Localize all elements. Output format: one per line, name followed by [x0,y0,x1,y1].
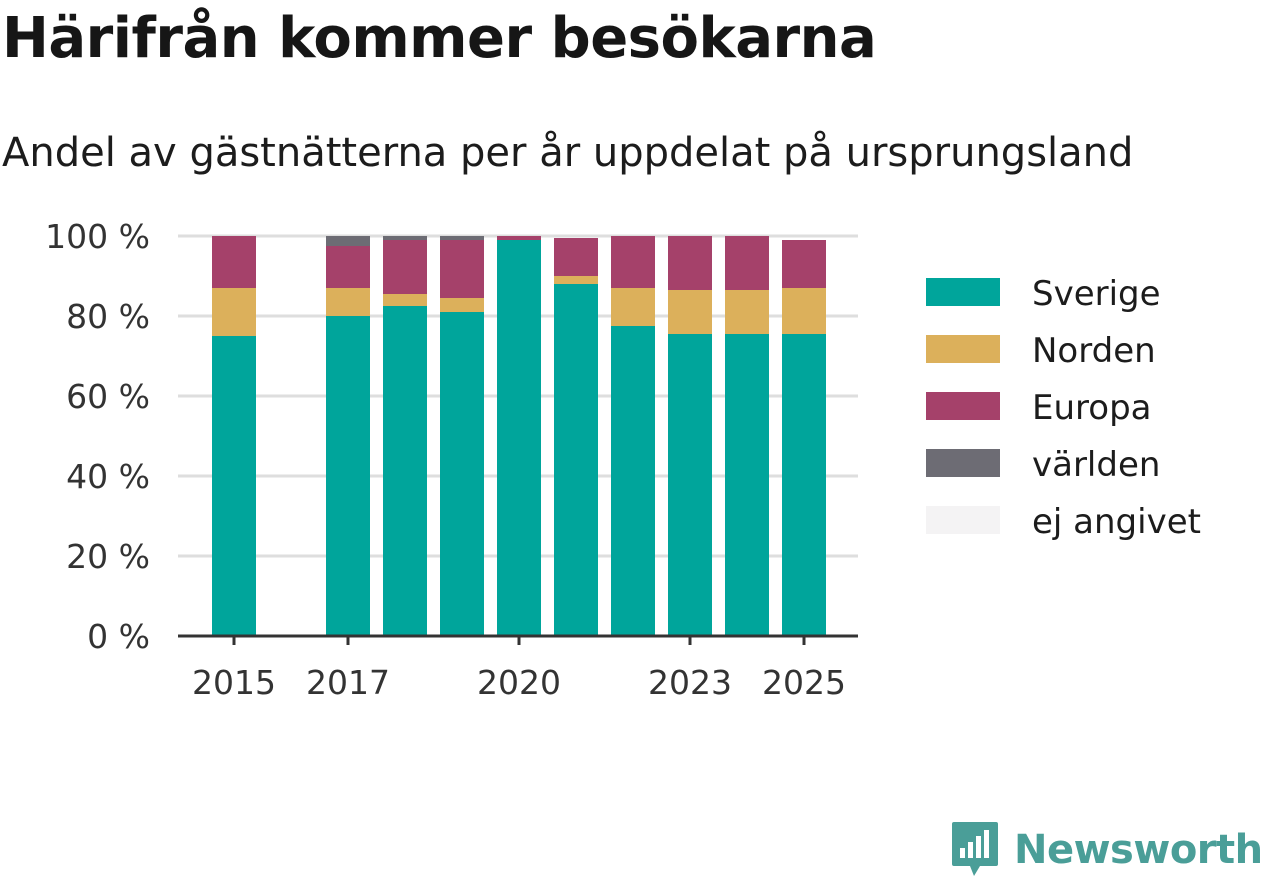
legend-swatch [926,335,1000,363]
bar-segment-norden-2022 [611,288,655,326]
legend: Sverige Norden Europa världen ej angivet [926,274,1201,542]
bar-segment-europa-2018 [383,240,427,294]
bars [212,236,826,636]
bar-segment-europa-2023 [668,236,712,290]
legend-label: världen [1032,445,1160,485]
bar-segment-världen-2018 [383,236,427,240]
bar-segment-europa-2025 [782,240,826,288]
legend-swatch [926,506,1000,534]
y-tick-label: 60 % [66,377,150,416]
bar-segment-sverige-2018 [383,306,427,636]
legend-label: Norden [1032,331,1156,371]
x-tick-label: 2020 [477,663,561,702]
legend-swatch [926,449,1000,477]
y-axis-ticks: 0 % 20 % 40 % 60 % 80 % 100 % [45,217,150,656]
bar-segment-sverige-2023 [668,334,712,636]
bar-segment-norden-2024 [725,290,769,334]
bar-segment-europa-2021 [554,238,598,276]
y-tick-label: 80 % [66,297,150,336]
bar-segment-europa-2015 [212,236,256,288]
chart-subtitle: Andel av gästnätterna per år uppdelat på… [2,130,1134,176]
legend-swatch [926,392,1000,420]
bar-segment-sverige-2015 [212,336,256,636]
bar-segment-sverige-2024 [725,334,769,636]
bar-segment-europa-2019 [440,240,484,298]
bar-segment-norden-2023 [668,290,712,334]
x-tick-label: 2025 [762,663,846,702]
bar-segment-europa-2017 [326,246,370,288]
bar-segment-sverige-2021 [554,284,598,636]
legend-label: Sverige [1032,274,1161,314]
bar-segment-europa-2024 [725,236,769,290]
chart-title: Härifrån kommer besökarna [2,6,877,71]
x-tick-label: 2017 [306,663,390,702]
bar-segment-världen-2019 [440,236,484,240]
bar-segment-norden-2015 [212,288,256,336]
bar-segment-norden-2019 [440,298,484,312]
bar-segment-europa-2022 [611,236,655,288]
legend-label: ej angivet [1032,502,1201,542]
legend-label: Europa [1032,388,1151,428]
x-axis-ticks: 2015 2017 2020 2023 2025 [192,636,846,702]
bar-segment-norden-2017 [326,288,370,316]
bar-segment-sverige-2019 [440,312,484,636]
newsworthy-logo-icon [952,822,998,876]
logo-text: Newsworthy [1014,827,1262,873]
bar-segment-sverige-2020 [497,240,541,636]
legend-swatch [926,278,1000,306]
x-tick-label: 2023 [648,663,732,702]
y-tick-label: 20 % [66,537,150,576]
bar-segment-europa-2020 [497,236,541,240]
y-tick-label: 100 % [45,217,150,256]
y-tick-label: 0 % [87,617,150,656]
bar-segment-sverige-2017 [326,316,370,636]
bar-segment-sverige-2025 [782,334,826,636]
bar-segment-norden-2018 [383,294,427,306]
newsworthy-logo: Newsworthy [950,820,1262,880]
bar-segment-norden-2025 [782,288,826,334]
bar-segment-sverige-2022 [611,326,655,636]
bar-segment-norden-2021 [554,276,598,284]
bar-segment-världen-2017 [326,236,370,246]
y-tick-label: 40 % [66,457,150,496]
x-tick-label: 2015 [192,663,276,702]
